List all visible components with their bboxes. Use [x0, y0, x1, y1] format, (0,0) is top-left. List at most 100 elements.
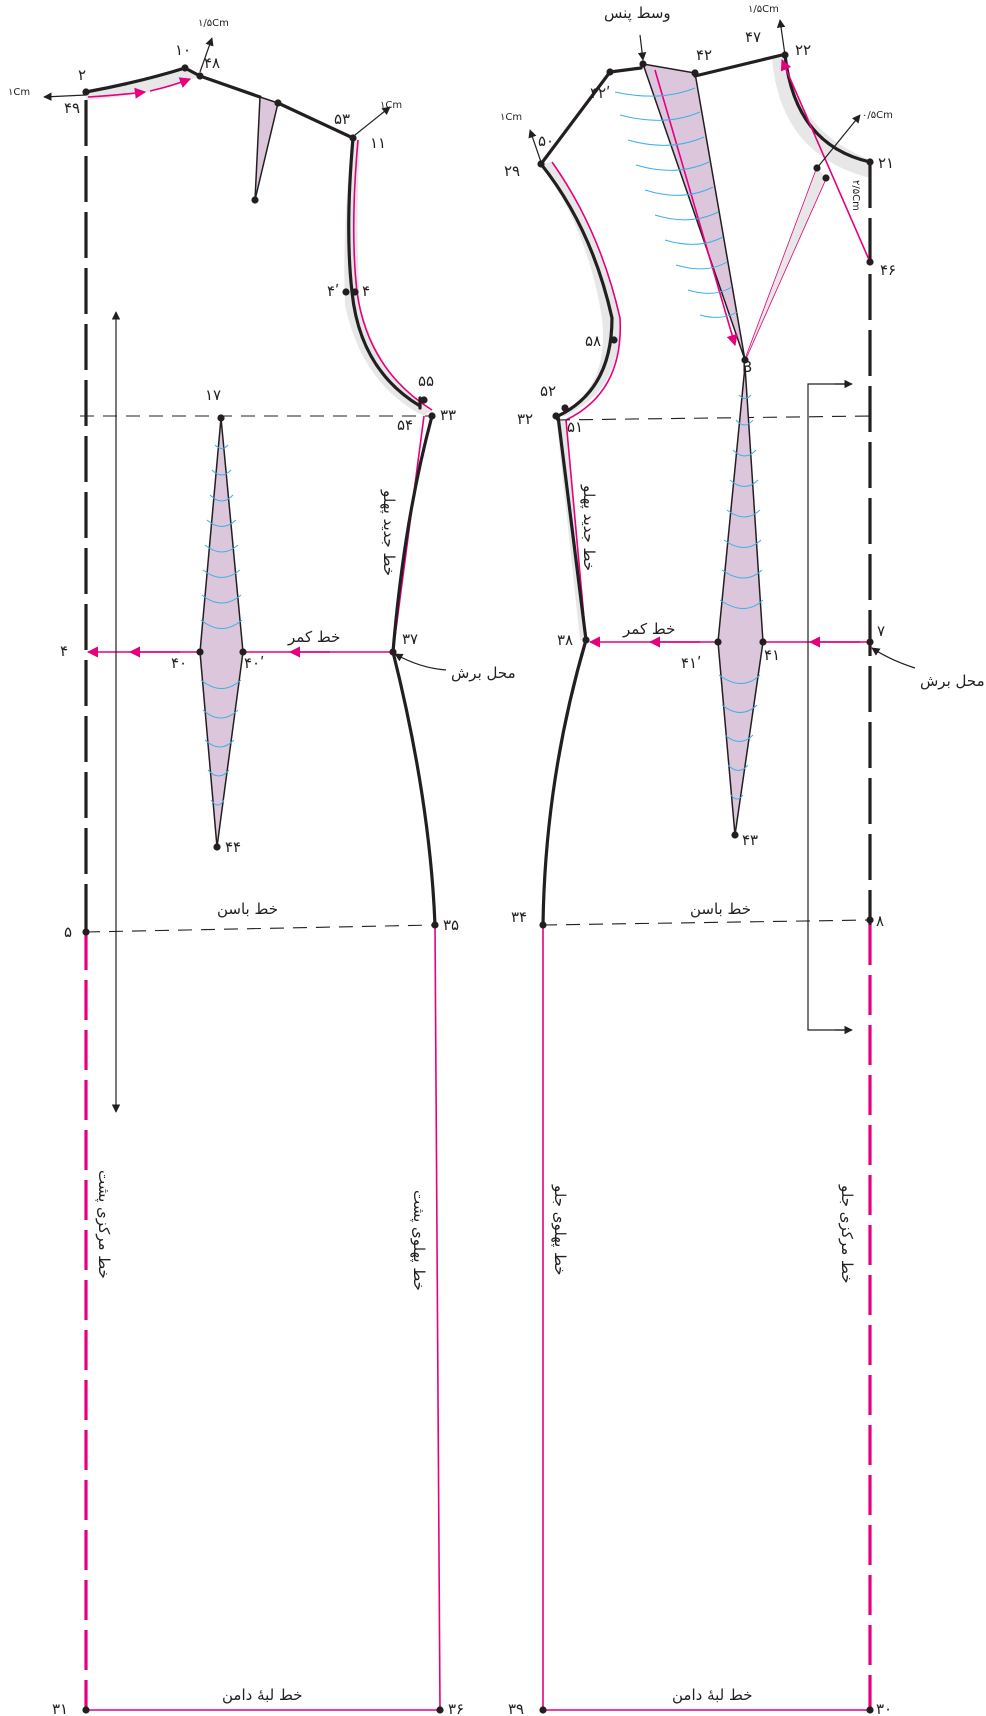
front-side-label: خط پهلوی جلو	[550, 1184, 569, 1276]
back-1cm-arrow	[43, 92, 87, 101]
back-shoulder-dart	[254, 95, 279, 201]
point-label: ۲۱	[878, 154, 894, 172]
front-side-curve	[541, 414, 588, 927]
point-label: ۴۴	[225, 838, 241, 856]
point-label: ۴۲ʹ	[590, 84, 610, 102]
point-label: ۷	[877, 622, 885, 640]
point-label: ۴	[60, 642, 68, 660]
point-label: ۱۷	[205, 386, 221, 404]
front-dart-sliver	[745, 168, 826, 360]
front-points	[537, 51, 874, 1714]
front-dart-middle-arrow	[637, 34, 647, 61]
measure-label: ۱Cm	[500, 112, 522, 123]
front-waist-dart	[717, 365, 764, 836]
measure-label: ۲/۵Cm	[850, 180, 861, 211]
point-label: ۵۳	[334, 110, 350, 128]
point-label: ۲۲	[795, 41, 811, 59]
back-new-side-label: خط جدید پهلو	[379, 489, 398, 576]
front-0-5cm-arrow	[816, 114, 861, 169]
point-label: ۵۴	[397, 416, 413, 434]
point-label: ۴۱	[764, 646, 780, 664]
point-label: ۵۸	[585, 332, 601, 350]
front-armhole-new	[551, 161, 622, 421]
point-label: ۳۶	[448, 1700, 464, 1716]
point-label: ۳۲	[517, 410, 533, 428]
front-shoulder-dart	[641, 63, 746, 361]
front-dart-middle	[654, 69, 738, 347]
front-dart-middle-label: وسط پنس	[604, 4, 671, 23]
front-cut-label: محل برش	[920, 672, 985, 690]
back-hem-label: خط لبهٔ دامن	[222, 1686, 303, 1704]
point-label: ۳۵	[443, 916, 459, 934]
back-waist-label: خط کمر	[287, 628, 340, 646]
point-label: ۴۹	[64, 99, 80, 117]
point-label: ۳۳	[440, 406, 456, 424]
back-side-label: خط پهلوی پشت	[409, 1190, 428, 1291]
point-label: ۴۰	[171, 654, 187, 672]
back-neck-arrow-2	[149, 77, 192, 92]
point-label: ۳۹	[508, 1700, 524, 1716]
back-dart-guides	[200, 444, 243, 806]
front-1-5cm-arrow	[776, 19, 786, 56]
back-neck-arrow	[87, 87, 147, 99]
back-cut-arrow	[394, 653, 447, 671]
front-waist-label: خط کمر	[622, 620, 675, 638]
point-label: ۳۸	[557, 631, 573, 649]
point-label: ۱۱	[370, 134, 386, 152]
front-pattern: ۴۲ʹ ۴۲ ۴۷ ۲۲ ۵۰ ۲۹ ۲۱ ۴۶ ۵۸ B ۵۲ ۳۲ ۵۱ ۳…	[500, 4, 985, 1716]
point-label: ۴۶	[880, 261, 896, 279]
front-1cm-arrow	[528, 129, 542, 163]
back-points	[82, 64, 444, 1714]
measure-label: ۰/۵Cm	[862, 110, 893, 121]
back-armhole-new	[352, 139, 433, 411]
back-hip-label: خط باسن	[217, 900, 278, 918]
point-label: ۳۷	[402, 630, 418, 648]
back-1-5cm-arrow	[199, 37, 214, 73]
front-cut-bracket	[807, 383, 850, 1031]
back-shoulder-1cm-arrow	[354, 106, 391, 136]
point-label: B	[742, 358, 752, 376]
front-new-side-label: خط جدید پهلو	[579, 484, 598, 571]
back-shoulder-line	[198, 74, 262, 99]
back-pattern: ۲ ۴۹ ۱۰ ۴۸ ۵۳ ۱۱ ۴ʹ ۴ ۵۵ ۵۴ ۳۳ ۱۷ ۴۰ ۴۰ʹ…	[8, 18, 516, 1716]
point-label: ۴۸	[204, 54, 220, 72]
front-armhole	[539, 162, 614, 418]
point-label: ۴	[362, 282, 370, 300]
back-hip-line	[85, 924, 436, 933]
back-side-curve	[391, 414, 437, 927]
point-label: ۳۴	[511, 908, 527, 926]
back-cut-label: محل برش	[451, 664, 516, 682]
point-label: ۲	[78, 66, 86, 84]
front-neck-shift-arrow	[780, 58, 871, 263]
back-center-label: خط مرکزی پشت	[94, 1170, 113, 1279]
point-label: ۵۲	[540, 382, 556, 400]
point-label: ۴۱ʹ	[681, 654, 701, 672]
point-label: ۴۷	[745, 28, 761, 46]
point-label: ۲۹	[504, 162, 520, 180]
front-hip-label: خط باسن	[690, 900, 751, 918]
measure-label: ۱Cm	[380, 100, 402, 111]
front-cut-arrow	[871, 647, 916, 669]
point-label: ۴۲	[696, 46, 712, 64]
back-side-line-lower	[434, 924, 441, 1711]
point-label: ۵	[64, 923, 72, 941]
front-shoulder-dart-guides	[614, 87, 738, 318]
point-label: ۵۵	[418, 372, 434, 390]
back-shoulder-line-2	[276, 101, 355, 140]
point-label: ۳۰	[876, 1700, 892, 1716]
measure-label: ۱/۵Cm	[198, 18, 229, 29]
point-label: ۸	[876, 912, 884, 930]
front-armhole-extension	[541, 162, 621, 416]
front-hem-label: خط لبهٔ دامن	[672, 1686, 753, 1704]
front-bust-line	[555, 415, 871, 421]
measure-label: ۱/۵Cm	[748, 4, 779, 15]
point-label: ۳۱	[52, 1700, 68, 1716]
back-neck-extension	[86, 68, 200, 100]
point-label: ۴۳	[742, 831, 758, 849]
point-label: ۵۰	[538, 132, 554, 150]
point-label: ۴ʹ	[327, 282, 339, 300]
front-center-label: خط مرکزی جلو	[838, 1184, 856, 1284]
point-label: ۵۱	[567, 418, 583, 436]
back-waist-dart	[199, 417, 244, 848]
front-dart-guides	[718, 394, 764, 800]
